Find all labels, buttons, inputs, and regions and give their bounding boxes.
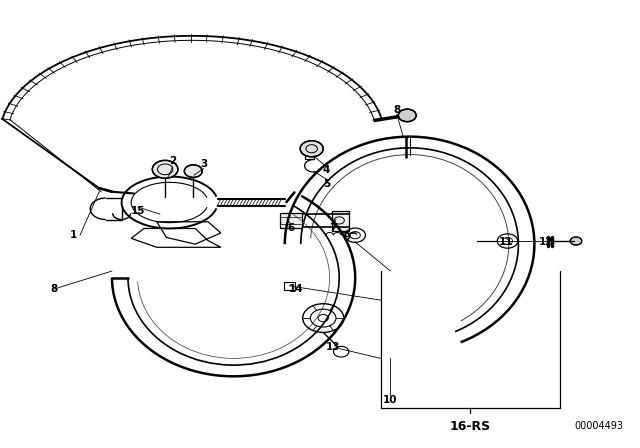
Text: 12: 12 xyxy=(539,237,553,247)
Text: 6: 6 xyxy=(287,224,295,233)
Text: 1: 1 xyxy=(70,230,77,240)
Circle shape xyxy=(300,141,323,157)
Text: 11: 11 xyxy=(499,237,513,247)
Text: 14: 14 xyxy=(289,284,303,294)
Circle shape xyxy=(570,237,582,245)
Text: 13: 13 xyxy=(326,342,340,352)
Text: 5: 5 xyxy=(323,179,330,189)
Text: 8: 8 xyxy=(51,284,58,294)
Text: 7: 7 xyxy=(329,224,337,233)
Text: 16-RS: 16-RS xyxy=(450,420,491,433)
Text: 8: 8 xyxy=(393,105,401,115)
Text: 3: 3 xyxy=(200,159,207,168)
Polygon shape xyxy=(332,211,349,231)
Text: 15: 15 xyxy=(131,206,145,215)
Text: 2: 2 xyxy=(169,156,177,166)
Polygon shape xyxy=(280,213,302,228)
Circle shape xyxy=(184,165,202,177)
Text: 4: 4 xyxy=(323,165,330,175)
Text: 00004493: 00004493 xyxy=(574,422,623,431)
Text: 10: 10 xyxy=(383,395,397,405)
Circle shape xyxy=(398,109,416,122)
Circle shape xyxy=(152,160,178,178)
Text: 9: 9 xyxy=(344,233,351,242)
